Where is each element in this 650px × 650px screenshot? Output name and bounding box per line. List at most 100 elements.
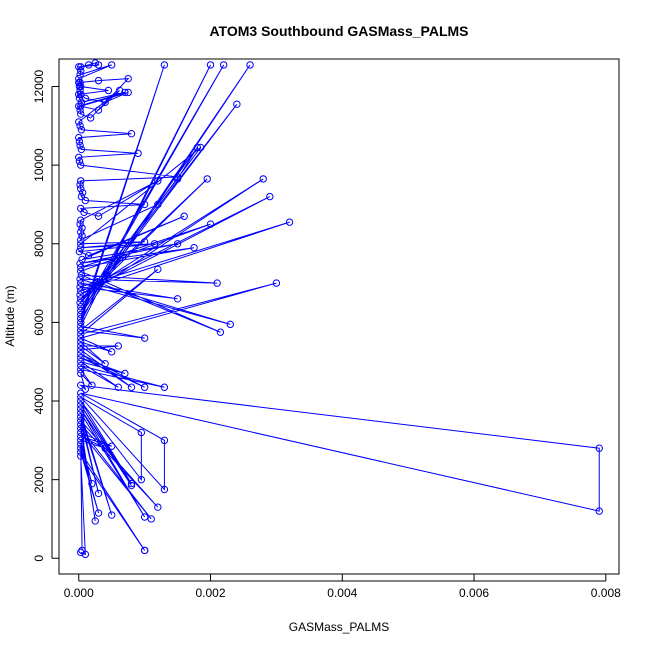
data-point: [77, 354, 85, 362]
data-point: [77, 413, 85, 421]
data-point: [75, 90, 83, 99]
data-point: [77, 322, 85, 331]
data-point: [76, 181, 84, 189]
data-point: [173, 240, 182, 248]
y-axis-ticks: 0 2000 4000 6000 8000 10000 12000: [32, 70, 59, 562]
data-point: [226, 320, 234, 329]
data-point: [77, 330, 85, 338]
data-point: [77, 393, 85, 401]
data-point: [140, 238, 149, 246]
data-point: [86, 114, 95, 122]
data-point: [76, 71, 84, 79]
data-point: [88, 479, 96, 488]
x-tick-label: 0.008: [591, 586, 621, 600]
data-point: [180, 212, 188, 220]
data-point: [94, 509, 103, 517]
data-point: [77, 405, 85, 413]
data-point: [77, 244, 85, 252]
data-point: [154, 177, 162, 185]
data-point: [173, 295, 182, 303]
data-point: [77, 98, 86, 106]
data-point: [77, 236, 85, 244]
data-point: [77, 436, 85, 445]
data-point: [124, 88, 132, 97]
data-point: [75, 137, 84, 146]
data-point: [206, 61, 215, 69]
data-point: [101, 444, 109, 452]
data-point: [77, 444, 85, 452]
data-point: [84, 251, 93, 260]
data-point: [77, 358, 85, 366]
data-point: [76, 259, 84, 268]
data-point: [196, 143, 205, 152]
data-point: [81, 196, 90, 205]
data-point: [134, 149, 142, 158]
data-point: [259, 175, 267, 183]
data-point: [77, 420, 85, 429]
data-point: [94, 61, 103, 69]
data-point: [160, 383, 169, 391]
data-point: [173, 173, 182, 181]
data-point: [140, 383, 149, 391]
data-point: [108, 442, 116, 450]
data-point: [80, 208, 88, 217]
data-point: [94, 489, 103, 498]
y-tick-label: 8000: [32, 230, 46, 257]
data-point: [160, 485, 169, 494]
data-point: [77, 302, 85, 311]
data-point: [121, 88, 129, 97]
data-point: [77, 67, 85, 75]
data-point: [81, 385, 90, 393]
data-point: [77, 369, 85, 378]
data-point: [77, 267, 85, 275]
data-point: [76, 122, 84, 130]
data-point: [77, 428, 85, 437]
x-axis-label: GASMass_PALMS: [289, 620, 389, 634]
data-point: [76, 275, 84, 283]
data-point: [108, 348, 116, 356]
y-tick-label: 4000: [32, 387, 46, 414]
data-point: [76, 283, 84, 291]
data-point: [160, 436, 169, 445]
data-point: [75, 74, 83, 83]
data-point: [150, 240, 159, 248]
data-point: [193, 143, 202, 152]
y-tick-label: 12000: [32, 70, 46, 104]
data-point: [216, 328, 225, 336]
data-point: [77, 63, 85, 71]
data-point: [272, 279, 281, 287]
data-point: [81, 94, 90, 103]
data-point: [77, 102, 85, 110]
x-tick-label: 0.006: [459, 586, 489, 600]
data-point: [76, 291, 84, 299]
data-point: [154, 503, 162, 511]
data-point: [77, 318, 85, 327]
data-point: [127, 129, 136, 138]
data-point: [75, 247, 84, 256]
data-point: [77, 440, 85, 448]
data-point: [75, 153, 83, 161]
data-point: [77, 228, 85, 236]
data-point: [203, 175, 211, 183]
data-point: [140, 546, 149, 555]
data-point: [78, 232, 86, 240]
data-point: [75, 133, 83, 142]
data-point: [77, 381, 85, 389]
series-line: [77, 62, 600, 556]
data-point: [77, 110, 85, 118]
data-point: [127, 481, 136, 490]
data-point: [77, 548, 85, 557]
y-tick-label: 6000: [32, 309, 46, 336]
data-point: [246, 61, 254, 69]
plot-area: [75, 59, 603, 559]
data-point: [77, 448, 85, 456]
data-point: [77, 177, 85, 185]
data-point: [77, 350, 85, 358]
data-point: [114, 342, 122, 350]
data-point: [94, 106, 103, 114]
data-point: [75, 82, 84, 91]
data-point: [108, 511, 116, 519]
data-point: [77, 295, 85, 303]
